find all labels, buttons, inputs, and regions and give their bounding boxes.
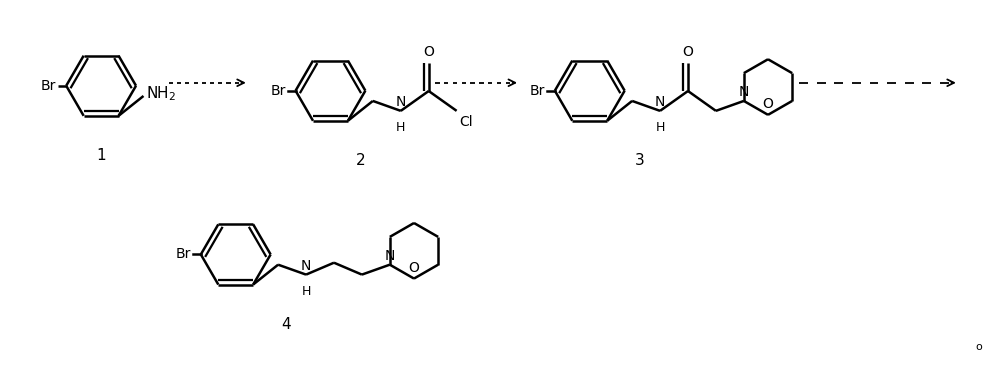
Text: H: H <box>396 121 405 134</box>
Text: O: O <box>409 261 419 274</box>
Text: N: N <box>655 95 665 109</box>
Text: Br: Br <box>530 84 545 98</box>
Text: N: N <box>739 85 749 99</box>
Text: H: H <box>301 285 311 297</box>
Text: 4: 4 <box>281 317 290 332</box>
Text: N: N <box>385 249 395 263</box>
Text: Br: Br <box>175 247 191 261</box>
Text: o: o <box>975 342 982 352</box>
Text: Br: Br <box>270 84 286 98</box>
Text: O: O <box>423 45 434 59</box>
Text: NH$_2$: NH$_2$ <box>146 85 177 103</box>
Text: 1: 1 <box>96 148 106 163</box>
Text: O: O <box>763 97 773 111</box>
Text: O: O <box>683 45 693 59</box>
Text: N: N <box>396 95 406 109</box>
Text: N: N <box>301 259 311 273</box>
Text: 3: 3 <box>635 153 644 168</box>
Text: 2: 2 <box>356 153 365 168</box>
Text: Cl: Cl <box>460 115 473 129</box>
Text: H: H <box>655 121 665 134</box>
Text: Br: Br <box>41 79 56 93</box>
